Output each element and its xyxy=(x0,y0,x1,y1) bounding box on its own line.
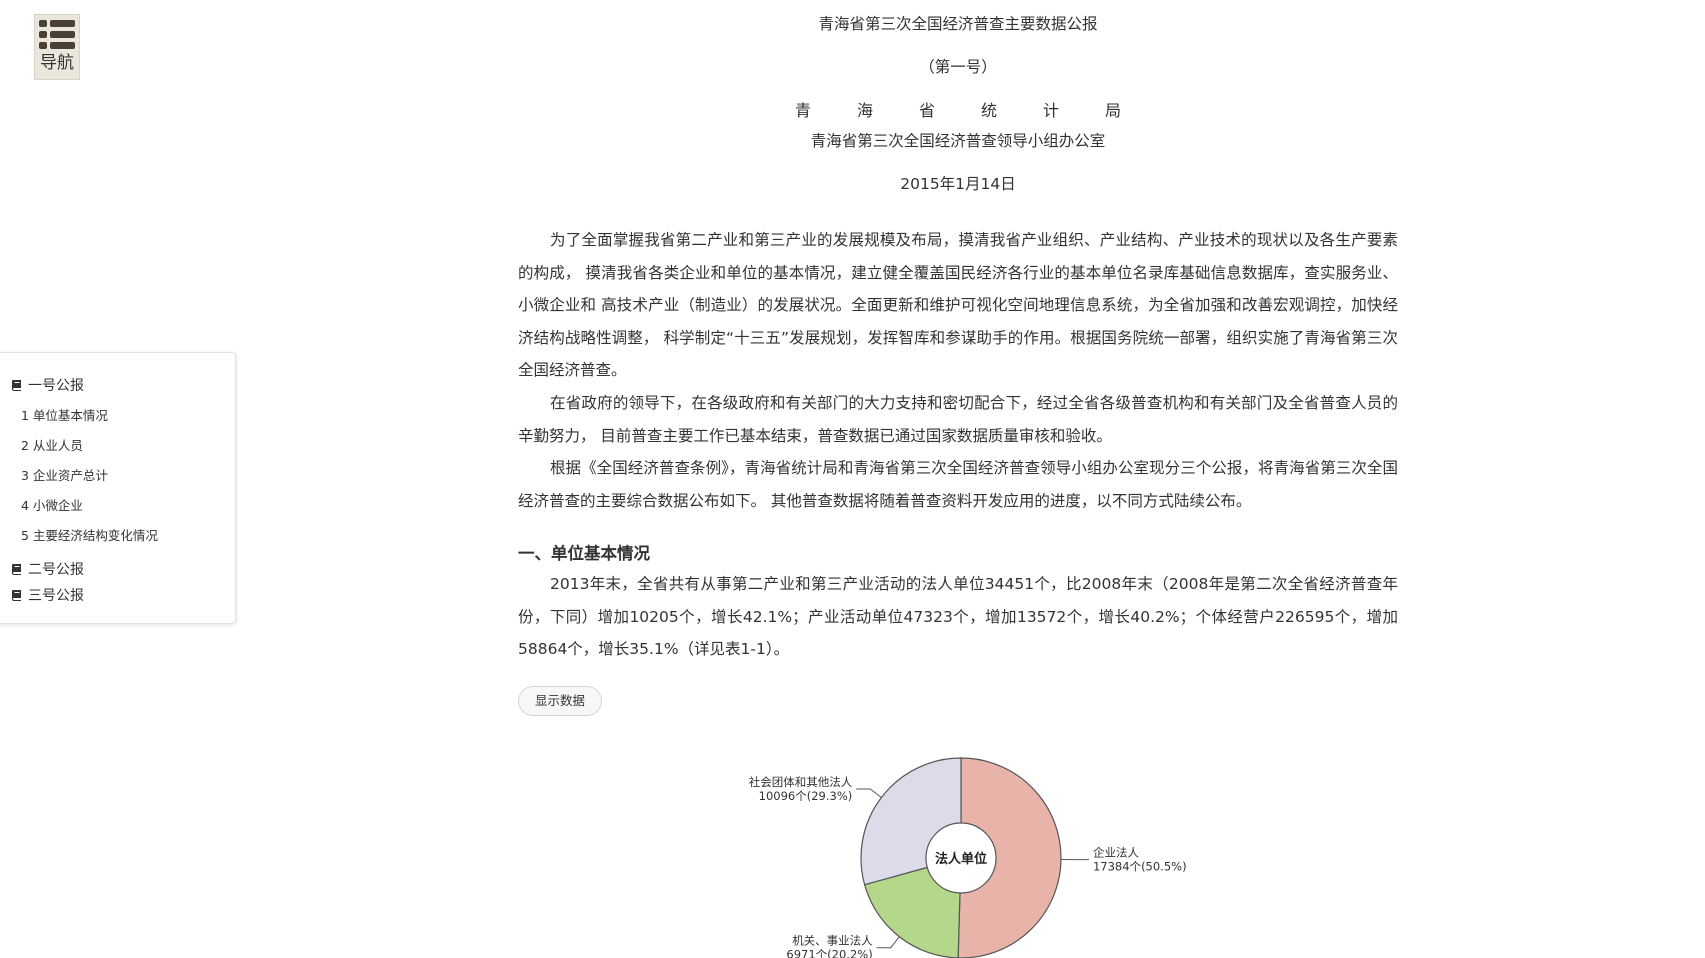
toc-sub-item-5[interactable]: 5 主要经济结构变化情况 xyxy=(21,528,158,543)
pie-leader-line xyxy=(856,788,882,798)
pie-center-label: 法人单位 xyxy=(935,851,987,867)
pie-label-name: 企业法人 xyxy=(1093,846,1139,860)
pie-center-hole xyxy=(925,822,997,894)
issuer-char: 省 xyxy=(918,101,935,120)
pie-label-name: 社会团体和其他法人 xyxy=(749,775,853,789)
issuer-char: 局 xyxy=(1104,101,1121,120)
paragraph-progress: 在省政府的领导下，在各级政府和有关部门的大力支持和密切配合下，经过全省各级普查机… xyxy=(518,394,1398,445)
pie-label-value: 17384个(50.5%) xyxy=(1093,860,1187,874)
publish-date: 2015年1月14日 xyxy=(900,175,1016,193)
pie-leader-line xyxy=(876,936,900,949)
book-icon xyxy=(12,564,21,575)
toc-sub-item-4[interactable]: 4 小微企业 xyxy=(21,498,83,513)
bulletin-number: （第一号） xyxy=(919,58,997,76)
toc-item-bulletin-1[interactable]: 一号公报 xyxy=(11,375,84,395)
pie-label-value: 10096个(29.3%) xyxy=(759,789,853,803)
toc-item-label: 三号公报 xyxy=(28,588,84,604)
nav-label: 导航 xyxy=(40,53,74,73)
show-data-button[interactable]: 显示数据 xyxy=(518,686,602,716)
toc-item-label: 二号公报 xyxy=(28,562,84,578)
pie-label-name: 机关、事业法人 xyxy=(792,934,873,948)
issuer-char: 统 xyxy=(980,101,997,120)
toc-sub-item-2[interactable]: 2 从业人员 xyxy=(21,438,83,453)
issuer-name: 青 海 省 统 计 局 xyxy=(518,97,1398,121)
toc-panel: 一号公报 1 单位基本情况 2 从业人员 3 企业资产总计 4 小微企业 5 主… xyxy=(0,352,236,624)
issuer-char: 海 xyxy=(856,101,873,120)
paragraph-basis: 根据《全国经济普查条例》，青海省统计局和青海省第三次全国经济普查领导小组办公室现… xyxy=(518,459,1398,510)
page-title: 青海省第三次全国经济普查主要数据公报 xyxy=(818,15,1098,33)
section-title: 一、单位基本情况 xyxy=(518,544,650,563)
toc-sub-item-1[interactable]: 1 单位基本情况 xyxy=(21,408,108,423)
toc-item-bulletin-3[interactable]: 三号公报 xyxy=(11,585,84,605)
list-icon xyxy=(39,20,75,49)
paragraph-units: 2013年末，全省共有从事第二产业和第三产业活动的法人单位34451个，比200… xyxy=(518,575,1398,658)
toc-item-bulletin-2[interactable]: 二号公报 xyxy=(11,559,84,579)
nav-button[interactable]: 导航 xyxy=(34,14,80,80)
issuer-char: 计 xyxy=(1042,101,1059,120)
issuer-char: 青 xyxy=(794,101,811,120)
toc-sub-item-3[interactable]: 3 企业资产总计 xyxy=(21,468,108,483)
paragraph-intro: 为了全面掌握我省第二产业和第三产业的发展规模及布局，摸清我省产业组织、产业结构、… xyxy=(518,231,1398,379)
book-icon xyxy=(12,380,21,391)
issuer-office: 青海省第三次全国经济普查领导小组办公室 xyxy=(810,132,1106,150)
pie-label-value: 6971个(20.2%) xyxy=(786,948,872,958)
book-icon xyxy=(12,590,21,601)
pie-slice-enterprise[interactable] xyxy=(957,757,1062,958)
toc-item-label: 一号公报 xyxy=(28,378,84,394)
